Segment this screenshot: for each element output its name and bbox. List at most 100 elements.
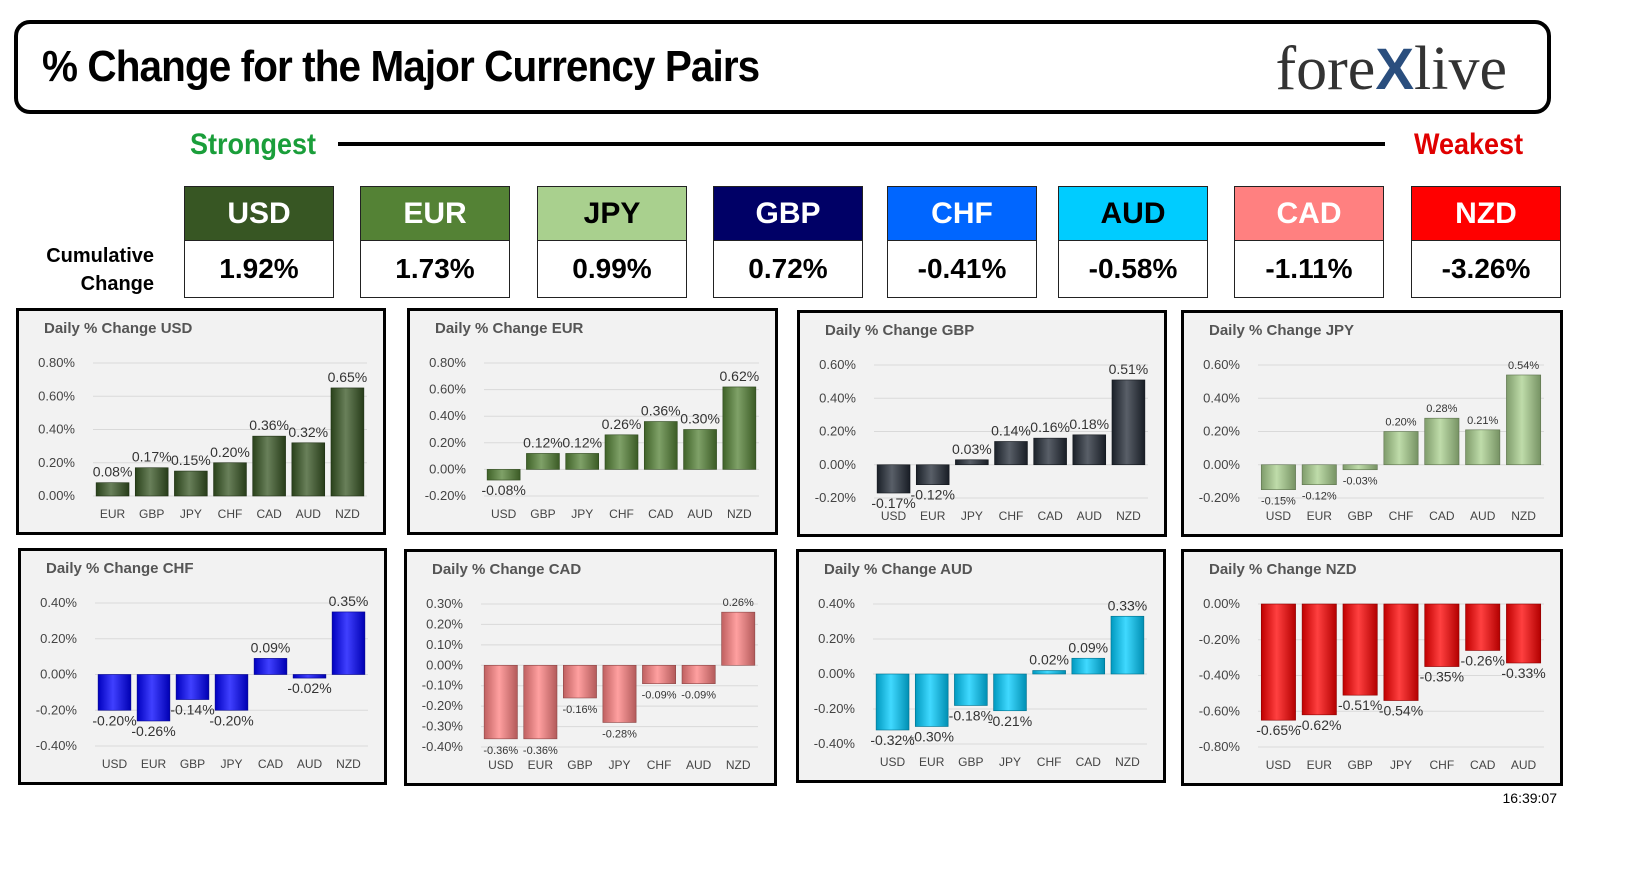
data-label: 0.18% (1069, 416, 1109, 432)
bar-aud (291, 442, 326, 497)
currency-name: CHF (888, 187, 1036, 241)
x-tick-label: JPY (608, 758, 630, 772)
currency-name: NZD (1412, 187, 1560, 241)
x-tick-label: JPY (999, 755, 1021, 769)
chart-panel-chf: Daily % Change CHF -0.40% -0.20% 0.00% 0.20%… (18, 548, 387, 785)
bar-chart-svg: Daily % Change CHF -0.40% -0.20% 0.00% 0.20%… (36, 560, 369, 771)
bar-eur (914, 673, 949, 727)
y-tick-label: -0.40% (1199, 668, 1241, 683)
bar-cad (643, 421, 678, 470)
y-tick-label: 0.00% (818, 666, 855, 681)
x-tick-label: EUR (100, 507, 126, 521)
x-tick-label: CHF (1389, 509, 1414, 523)
chart-title: Daily % Change CHF (46, 560, 194, 577)
chart-panel-usd: Daily % Change USD 0.00% 0.20% 0.40% 0.60% 0.… (16, 308, 386, 535)
y-tick-label: 0.20% (426, 616, 463, 631)
data-label: 0.62% (720, 368, 760, 384)
bar-chf (1424, 603, 1460, 667)
data-label: -0.51% (1338, 697, 1382, 713)
bar-nzd (1506, 374, 1542, 466)
y-tick-label: 0.60% (1203, 357, 1240, 372)
data-label: -0.12% (1302, 491, 1337, 503)
x-tick-label: NZD (727, 507, 752, 521)
data-label: -0.21% (988, 713, 1032, 729)
y-tick-label: -0.20% (422, 698, 464, 713)
currency-cumulative-value: 1.73% (395, 253, 475, 284)
bar-chart-svg: Daily % Change AUD -0.40% -0.20% 0.00% 0.20%… (814, 561, 1148, 769)
bar-jpy (602, 664, 637, 723)
data-label: -0.28% (602, 728, 637, 740)
bar-eur (523, 664, 558, 740)
currency-box-aud: AUD -0.58% (1058, 186, 1208, 298)
x-tick-label: EUR (1307, 509, 1333, 523)
x-tick-label: NZD (1511, 509, 1536, 523)
currency-box-cad: CAD -1.11% (1234, 186, 1384, 298)
x-tick-label: USD (491, 507, 517, 521)
bar-chf (1383, 431, 1419, 466)
y-tick-label: 0.20% (40, 631, 77, 646)
data-label: -0.26% (1461, 652, 1505, 668)
bar-cad (1033, 437, 1067, 466)
bar-cad (1424, 417, 1460, 466)
y-tick-label: 0.00% (1203, 596, 1240, 611)
x-tick-label: USD (880, 755, 906, 769)
data-label: 0.51% (1109, 361, 1149, 377)
weakest-label: Weakest (1414, 128, 1524, 161)
bar-nzd (1111, 379, 1146, 466)
bar-nzd (722, 386, 757, 470)
x-tick-label: JPY (571, 507, 593, 521)
chart-title: Daily % Change EUR (435, 320, 584, 337)
data-label: -0.62% (1297, 717, 1341, 733)
x-tick-label: GBP (1347, 758, 1372, 772)
data-label: 0.33% (1108, 597, 1148, 613)
bar-usd (876, 464, 911, 494)
bar-usd (1260, 603, 1296, 721)
y-tick-label: 0.60% (819, 357, 856, 372)
currency-name: GBP (714, 187, 862, 241)
bar-chf (1032, 670, 1066, 675)
data-label: 0.16% (1030, 419, 1070, 435)
bar-chart-svg: Daily % Change JPY -0.20% 0.00% 0.20% 0.40% 0… (1199, 322, 1544, 523)
x-tick-label: EUR (528, 758, 554, 772)
bar-jpy (993, 673, 1027, 712)
x-tick-label: JPY (220, 757, 242, 771)
x-tick-label: AUD (686, 758, 712, 772)
data-label: -0.35% (1420, 669, 1464, 685)
y-tick-label: -0.10% (422, 678, 464, 693)
currency-cumulative-value: 1.92% (219, 253, 299, 284)
bar-cad (252, 435, 286, 497)
currency-name: JPY (538, 187, 686, 241)
x-tick-label: USD (102, 757, 128, 771)
bar-chf (642, 664, 676, 684)
data-label: 0.03% (952, 441, 992, 457)
bar-eur (1301, 603, 1337, 716)
data-label: -0.32% (870, 732, 914, 748)
y-tick-label: 0.40% (38, 422, 75, 437)
x-tick-label: CAD (1076, 755, 1102, 769)
currency-cumulative-value: -0.58% (1088, 253, 1178, 284)
x-tick-label: JPY (180, 507, 202, 521)
cumulative-change-label: Cumulative Change (46, 245, 154, 295)
bar-chart-svg: Daily % Change NZD -0.80% -0.60% -0.40% -0.2… (1199, 561, 1546, 772)
bar-chf (604, 434, 639, 470)
currency-cumulative-value: -0.41% (917, 253, 1007, 284)
bar-jpy (214, 674, 249, 711)
currency-box-chf: CHF -0.41% (887, 186, 1037, 298)
data-label: 0.28% (1426, 403, 1457, 415)
y-tick-label: -0.20% (815, 490, 857, 505)
currency-box-jpy: JPY 0.99% (537, 186, 687, 298)
data-label: 0.30% (680, 411, 720, 427)
data-label: 0.09% (251, 639, 291, 655)
y-tick-label: -0.40% (36, 738, 78, 753)
bar-chart-svg: Daily % Change CAD -0.40% -0.30% -0.20% -0.1… (422, 561, 758, 772)
y-tick-label: -0.20% (425, 488, 467, 503)
data-label: 0.65% (328, 369, 368, 385)
x-tick-label: CAD (1037, 509, 1063, 523)
bar-aud (1465, 429, 1501, 466)
data-label: 0.15% (171, 452, 211, 468)
x-tick-label: GBP (1347, 509, 1372, 523)
currency-name: USD (185, 187, 333, 241)
x-tick-label: CHF (647, 758, 672, 772)
x-tick-label: AUD (687, 507, 713, 521)
chart-panel-eur: Daily % Change EUR -0.20% 0.00% 0.20% 0.40% 0… (407, 308, 778, 535)
